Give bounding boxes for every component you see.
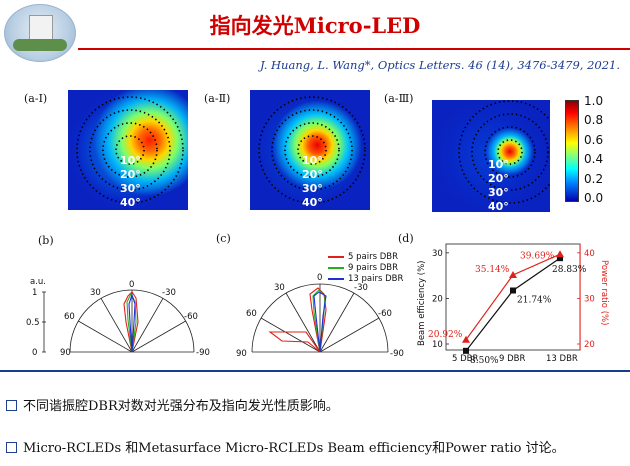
panel-label-d: (d) (398, 232, 414, 245)
polar-plot-c: 0 30 -30 60 -60 90 -90 (236, 273, 404, 359)
angle-label: 20° (120, 168, 141, 181)
polar-ylabel: a.u. (30, 277, 46, 287)
data-point (556, 250, 564, 258)
bullet-text: Micro-RCLEDs 和Metasurface Micro-RCLEDs B… (23, 441, 565, 456)
angle-tick: -90 (196, 348, 210, 358)
far-field-map-2: 10° 20° 30° 40° (250, 90, 370, 210)
angle-tick: 30 (90, 288, 101, 298)
colorbar-tick: 0.4 (584, 152, 604, 166)
data-label: 8.50% (470, 356, 499, 366)
data-point (557, 255, 563, 262)
y2-tick-label: 40 (584, 249, 595, 259)
legend-label: 13 pairs DBR (348, 274, 404, 284)
panel-label-a2: (a-Ⅱ) (204, 92, 231, 105)
data-label: 35.14% (475, 265, 510, 275)
y-tick-label: 10 (432, 340, 443, 350)
title-divider (78, 48, 630, 50)
data-point (463, 347, 469, 354)
angle-tick: -30 (162, 288, 176, 298)
y-axis-label: Beam efficiency (%) (417, 261, 427, 346)
bullet-item: 不同谐振腔DBR对数对光强分布及指向发光性质影响。 (6, 395, 339, 414)
legend: 5 pairs DBR 9 pairs DBR 13 pairs DBR (328, 252, 403, 285)
colorbar-tick: 0.6 (584, 133, 604, 147)
panel-label-b: (b) (38, 234, 54, 247)
angle-tick: -60 (184, 312, 198, 322)
angle-label: 20° (302, 168, 323, 181)
angle-tick: -90 (390, 349, 404, 359)
angle-label: 30° (488, 186, 509, 199)
polar-plot-b: a.u. 1 0.5 0 0 30 -30 60 -60 90 -90 (26, 277, 210, 358)
data-label: 28.83% (552, 265, 587, 275)
polar-ytick: 1 (32, 288, 37, 298)
polar-ytick: 0 (32, 348, 37, 358)
y-tick-label: 30 (432, 249, 443, 259)
angle-tick: 60 (246, 309, 257, 319)
legend-item: 13 pairs DBR (328, 274, 403, 285)
angle-label: 10° (302, 154, 323, 167)
angle-label: 40° (120, 196, 141, 209)
angle-tick: -60 (378, 309, 392, 319)
data-point (462, 335, 470, 343)
polar-ytick: 0.5 (26, 318, 40, 328)
y2-axis-label: Power ratio (%) (599, 260, 609, 325)
x-tick-label: 9 DBR (499, 354, 525, 364)
panel-label-a3: (a-Ⅲ) (384, 92, 414, 105)
angle-label: 20° (488, 172, 509, 185)
legend-label: 5 pairs DBR (348, 252, 398, 262)
x-tick-label: 5 DBR (452, 354, 478, 364)
angle-tick: 0 (129, 280, 134, 290)
legend-swatch (328, 266, 344, 269)
angle-label: 10° (120, 154, 141, 167)
data-label: 21.74% (517, 295, 552, 305)
colorbar-tick: 0.8 (584, 113, 604, 127)
legend-label: 9 pairs DBR (348, 263, 398, 273)
angle-label: 40° (302, 196, 323, 209)
angle-tick: 60 (64, 312, 75, 322)
angle-tick: 30 (274, 283, 285, 293)
angle-label: 30° (302, 182, 323, 195)
data-label: 39.69% (520, 251, 555, 261)
data-label: 20.92% (428, 330, 463, 340)
x-tick-label: 13 DBR (546, 354, 578, 364)
panel-label-a1: (a-Ⅰ) (24, 92, 48, 105)
angle-tick: -30 (354, 283, 368, 293)
y-tick-label: 20 (432, 294, 443, 304)
logo (4, 4, 76, 62)
legend-item: 9 pairs DBR (328, 263, 403, 274)
colorbar-tick: 0.0 (584, 191, 604, 205)
panel-label-c: (c) (216, 232, 231, 245)
angle-label: 40° (488, 200, 509, 212)
data-point (509, 270, 517, 278)
checkbox-icon (6, 442, 17, 453)
legend-swatch (328, 277, 344, 280)
angle-tick: 90 (236, 349, 247, 359)
far-field-map-1: 10° 20° 30° 40° (68, 90, 188, 210)
legend-item: 5 pairs DBR (328, 252, 403, 263)
colorbar-tick: 0.2 (584, 172, 604, 186)
beam-efficiency-chart: Beam efficiency (%) Power ratio (%) 1020… (417, 243, 609, 366)
y2-tick-label: 30 (584, 294, 595, 304)
angle-tick: 90 (60, 348, 71, 358)
far-field-map-3: 10° 20° 30° 40° (432, 100, 550, 212)
data-point (510, 287, 516, 294)
bullet-text: 不同谐振腔DBR对数对光强分布及指向发光性质影响。 (23, 399, 339, 414)
angle-label: 30° (120, 182, 141, 195)
page-title: 指向发光Micro-LED (209, 13, 421, 38)
colorbar (565, 100, 579, 202)
checkbox-icon (6, 400, 17, 411)
angle-label: 10° (488, 158, 509, 171)
angle-tick: 0 (317, 273, 322, 283)
colorbar-tick: 1.0 (584, 94, 604, 108)
bottom-divider (0, 370, 630, 372)
legend-swatch (328, 255, 344, 258)
citation: J. Huang, L. Wang*, Optics Letters. 46 (… (260, 58, 620, 72)
bullet-item: Micro-RCLEDs 和Metasurface Micro-RCLEDs B… (6, 437, 565, 456)
y2-tick-label: 20 (584, 340, 595, 350)
